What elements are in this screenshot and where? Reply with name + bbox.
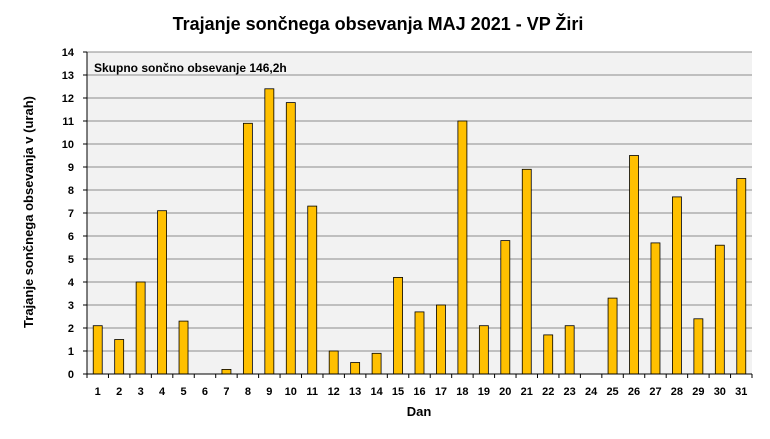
- x-tick-label: 27: [649, 386, 661, 398]
- y-tick-label: 12: [62, 93, 74, 105]
- plot-area: [86, 51, 752, 375]
- bar-day-21: [521, 168, 532, 375]
- x-tick-label: 6: [202, 386, 208, 398]
- bar-day-27: [650, 242, 661, 375]
- gridlines: [87, 51, 752, 375]
- x-tick-label: 15: [392, 386, 404, 398]
- bar-day-23: [564, 325, 575, 375]
- y-tick-label: 7: [68, 208, 74, 220]
- bar-day-28: [672, 196, 682, 375]
- x-tick-label: 12: [328, 386, 340, 398]
- chart-title: Trajanje sončnega obsevanja MAJ 2021 - V…: [173, 13, 584, 34]
- x-tick-label: 29: [692, 386, 704, 398]
- x-tick-label: 25: [606, 386, 618, 398]
- y-tick-label: 2: [68, 323, 74, 335]
- y-tick-label: 4: [68, 277, 75, 289]
- x-tick-label: 24: [585, 386, 598, 398]
- y-tick-label: 5: [68, 254, 74, 266]
- bar-day-16: [414, 311, 425, 375]
- bar-day-13: [350, 362, 361, 375]
- x-tick-label: 28: [671, 386, 683, 398]
- bar-day-20: [500, 240, 511, 375]
- total-sunshine-annotation: Skupno sončno obsevanje 146,2h: [94, 61, 287, 75]
- x-axis-label: Dan: [407, 404, 432, 419]
- bar-day-29: [693, 318, 704, 375]
- x-tick-label: 16: [413, 386, 425, 398]
- bar-day-11: [307, 205, 318, 375]
- x-tick-label: 18: [456, 386, 468, 398]
- bar-day-5: [178, 320, 189, 375]
- bar-day-4: [157, 210, 167, 375]
- y-tick-label: 3: [68, 300, 74, 312]
- y-tick-label: 9: [68, 162, 74, 174]
- bar-day-22: [543, 334, 554, 375]
- y-tick-label: 0: [68, 369, 74, 381]
- bar-day-25: [607, 297, 618, 375]
- x-tick-label: 5: [180, 386, 186, 398]
- bar-day-1: [92, 325, 103, 375]
- bar-day-19: [478, 325, 489, 375]
- y-axis-label: Trajanje sončnega obsevanja v (urah): [21, 96, 36, 328]
- bar-day-31: [736, 178, 747, 375]
- y-tick-label: 10: [62, 139, 74, 151]
- bar-day-8: [242, 122, 253, 375]
- bar-day-14: [371, 352, 382, 375]
- bar-day-12: [328, 350, 339, 375]
- x-tick-label: 2: [116, 386, 122, 398]
- bar-day-7: [221, 368, 232, 375]
- bar-day-26: [629, 155, 639, 375]
- bar-day-17: [436, 304, 446, 375]
- bar-day-9: [264, 88, 275, 375]
- bar-day-15: [393, 276, 403, 375]
- x-tick-label: 23: [564, 386, 576, 398]
- x-tick-label: 14: [370, 386, 383, 398]
- x-tick-label: 11: [306, 386, 318, 398]
- x-tick-label: 10: [285, 386, 297, 398]
- y-tick-label: 8: [68, 185, 74, 197]
- y-tick-label: 13: [62, 70, 74, 82]
- y-tick-label: 6: [68, 231, 74, 243]
- x-tick-label: 30: [714, 386, 726, 398]
- y-tick-label: 1: [68, 346, 74, 358]
- bar-day-30: [714, 244, 725, 375]
- x-tick-label: 20: [499, 386, 511, 398]
- x-tick-label: 13: [349, 386, 361, 398]
- y-tick-label: 11: [62, 116, 74, 128]
- x-tick-label: 31: [735, 386, 747, 398]
- x-tick-label: 7: [223, 386, 229, 398]
- x-tick-label: 19: [478, 386, 490, 398]
- x-tick-label: 1: [95, 386, 101, 398]
- x-tick-label: 22: [542, 386, 554, 398]
- bar-day-2: [114, 339, 125, 375]
- x-tick-label: 9: [266, 386, 272, 398]
- x-axis-ticks: 1 2 3 4 5 6 7 8 9 10 11 12 13 14 15 16 17 18 19 20 21 22 23 24 2…: [86, 374, 753, 398]
- x-tick-label: 8: [245, 386, 251, 398]
- x-tick-label: 4: [159, 386, 166, 398]
- x-tick-label: 3: [138, 386, 144, 398]
- bar-day-10: [285, 102, 296, 375]
- x-tick-label: 17: [435, 386, 447, 398]
- bar-day-3: [135, 281, 146, 375]
- x-tick-label: 21: [521, 386, 533, 398]
- y-tick-label: 14: [62, 47, 75, 59]
- bar-day-18: [457, 120, 468, 375]
- x-tick-label: 26: [628, 386, 640, 398]
